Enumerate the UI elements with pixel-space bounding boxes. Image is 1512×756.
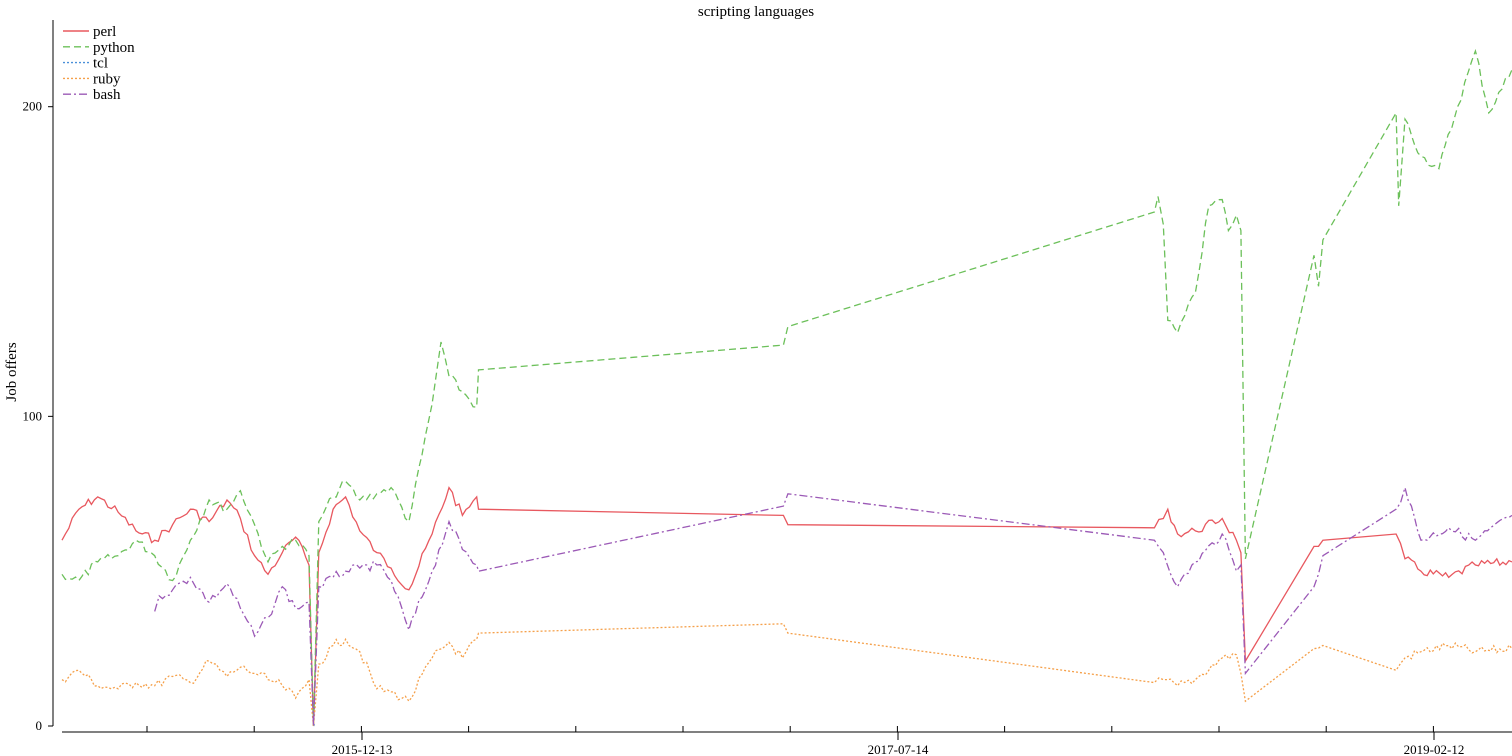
y-tick-label: 100: [23, 408, 43, 423]
series-line-ruby: [61, 623, 1512, 727]
legend-label-python: python: [93, 40, 135, 56]
y-axis-label: Job offers: [4, 342, 20, 401]
x-tick-label: 2017-07-14: [868, 742, 929, 756]
legend-label-bash: bash: [93, 87, 121, 103]
x-tick-label: 2015-12-13: [332, 742, 393, 756]
y-tick-label: 200: [23, 99, 43, 114]
legend-label-perl: perl: [93, 24, 116, 40]
series-line-perl: [61, 486, 1512, 727]
legend-label-tcl: tcl: [93, 56, 108, 72]
y-tick-label: 0: [36, 718, 43, 733]
y-axis-ticks: 0 100 200: [23, 99, 53, 733]
series-line-bash: [154, 485, 1512, 727]
x-tick-label: 2019-02-12: [1404, 742, 1465, 756]
legend-label-ruby: ruby: [93, 71, 121, 87]
x-axis-ticks: 2015-12-13 2017-07-14 2019-02-12: [146, 726, 1465, 756]
series-layer: [61, 48, 1512, 727]
series-line-python: [61, 48, 1512, 727]
chart-title: scripting languages: [698, 4, 814, 20]
